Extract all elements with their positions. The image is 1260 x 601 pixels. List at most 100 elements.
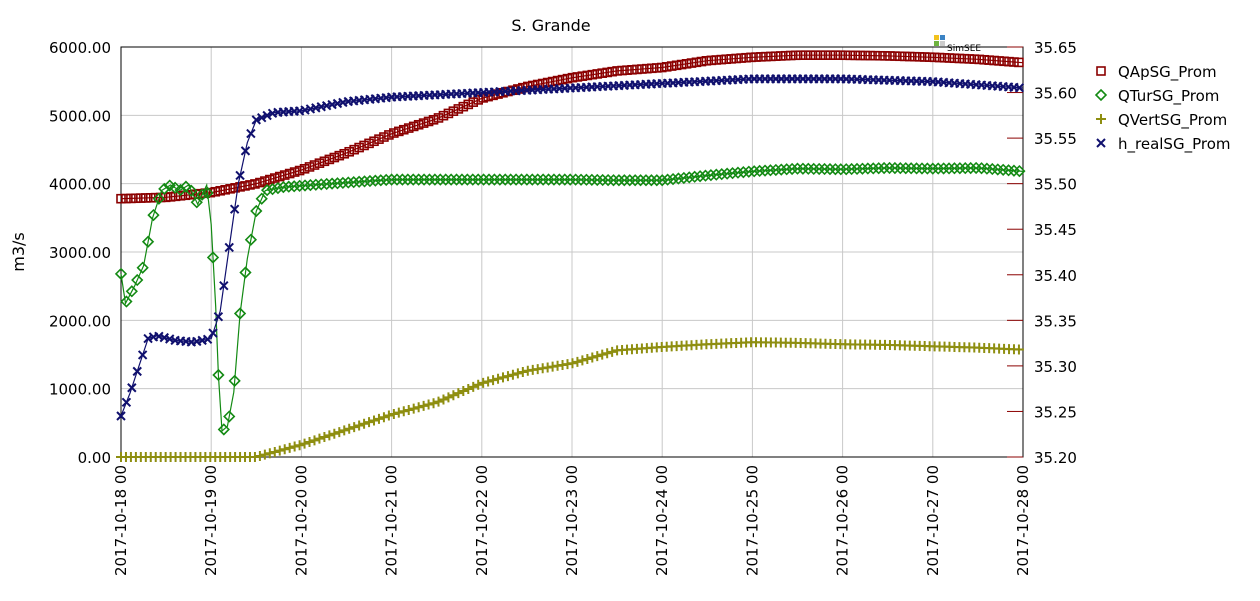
data-point [478,377,489,388]
data-point [629,174,642,187]
data-point [666,61,677,71]
legend-label-QVertSG_Prom: QVertSG_Prom [1118,111,1227,130]
data-point [220,184,230,195]
data-point [914,52,925,62]
data-point [213,311,224,322]
data-point [681,59,692,69]
data-point [776,51,786,61]
data-point [468,97,479,107]
data-point [959,162,972,175]
data-point [466,173,479,186]
data-point [443,392,454,403]
legend-marker-QTurSG_Prom [1094,88,1108,102]
data-point [572,356,583,367]
data-point [731,53,741,64]
y-left-tick-label: 5000.00 [49,107,111,125]
data-point [890,51,900,61]
data-point [883,161,896,175]
data-point [547,173,561,186]
data-point [602,348,613,359]
data-point [780,50,791,61]
data-point [899,162,912,175]
data-point [219,281,229,291]
data-point [704,169,718,182]
data-point [121,193,131,204]
data-point [126,193,136,204]
data-point [753,164,766,178]
data-point [455,173,469,186]
data-point [403,123,414,133]
data-point [488,173,501,186]
data-point [240,181,250,191]
data-point [856,162,869,175]
data-point [396,173,409,186]
data-point [131,273,144,287]
data-point [304,162,315,172]
series-QApSG_Prom [116,50,1024,204]
data-point [974,54,985,65]
data-point [354,142,364,153]
y-right-tick-label: 35.65 [1034,39,1077,57]
data-point [235,182,245,192]
data-point [413,402,424,413]
data-point [230,183,240,193]
data-point [969,54,980,64]
data-point [408,403,419,414]
y-right-tick-label: 35.25 [1034,403,1077,421]
data-point [796,162,810,175]
data-point [339,425,350,436]
data-point [577,71,588,81]
data-point [319,432,330,443]
data-point [810,50,821,61]
data-point [910,162,923,175]
data-point [562,73,573,84]
data-point [458,101,469,112]
data-point [795,50,806,61]
data-point [417,173,431,186]
data-point [880,51,890,61]
data-point [374,134,384,144]
legend-marker-h_realSG_Prom [1096,138,1106,148]
data-point [373,413,384,424]
data-point [423,173,436,186]
data-point [895,51,905,62]
data-point [585,173,598,186]
chart-title: S. Grande [511,16,590,35]
data-point [676,59,687,70]
data-point [710,168,723,181]
data-point [369,136,379,147]
data-point [482,173,496,186]
data-point [293,179,306,192]
data-point [344,146,355,157]
data-point [592,351,603,362]
logo-square-gray [940,41,945,46]
data-point [401,173,414,186]
x-tick-label: 2017-10-24 00 [653,465,671,576]
data-point [979,54,990,65]
data-point [872,162,885,175]
data-point [339,148,350,159]
data-point [309,178,322,191]
legend-marker-QApSG_Prom [1096,66,1106,76]
data-point [468,381,479,392]
data-point [748,165,761,178]
data-point [331,177,344,190]
data-point [736,53,746,63]
y-right-tick-label: 35.45 [1034,221,1077,239]
data-point [531,173,544,186]
data-point [666,172,680,186]
data-point [458,386,469,397]
data-point [240,146,251,156]
data-point [423,116,434,127]
data-point [731,166,745,179]
data-point [661,173,674,186]
data-point [507,369,518,380]
data-point [279,170,290,180]
data-point [656,174,669,187]
data-point [964,54,975,64]
data-point [574,173,588,186]
x-tick-label: 2017-10-21 00 [383,465,401,576]
data-point [607,346,618,357]
data-point [358,175,371,188]
